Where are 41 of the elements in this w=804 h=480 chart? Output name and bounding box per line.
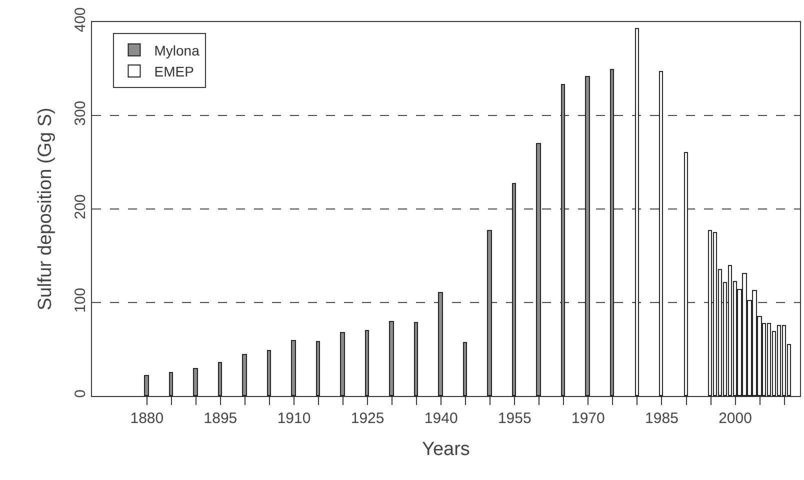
bar bbox=[659, 71, 663, 396]
bar bbox=[536, 143, 541, 396]
x-tick-label: 1925 bbox=[350, 410, 384, 427]
y-tick-label: 300 bbox=[72, 100, 89, 126]
bar bbox=[340, 332, 345, 396]
bar bbox=[487, 230, 492, 396]
bar bbox=[242, 354, 247, 396]
x-tick-label: 1955 bbox=[498, 410, 532, 427]
bar bbox=[684, 152, 688, 396]
y-tick-label: 200 bbox=[72, 194, 89, 220]
x-tick-label: 1880 bbox=[130, 410, 164, 427]
bar bbox=[512, 183, 516, 396]
bar bbox=[585, 76, 590, 396]
y-tick-label: 400 bbox=[72, 7, 89, 32]
bar bbox=[144, 375, 149, 396]
bar bbox=[414, 322, 418, 396]
legend-label: EMEP bbox=[154, 63, 194, 80]
bar bbox=[365, 330, 369, 396]
x-tick-label: 1940 bbox=[424, 410, 458, 427]
x-axis-title: Years bbox=[422, 438, 470, 460]
y-axis-title: Sulfur deposition (Gg S) bbox=[34, 108, 56, 310]
x-tick-label: 1895 bbox=[204, 410, 238, 427]
bar bbox=[193, 368, 198, 396]
x-tick-label: 1910 bbox=[277, 410, 311, 427]
bar bbox=[610, 69, 614, 396]
bar bbox=[169, 372, 173, 396]
legend-label: Mylona bbox=[154, 42, 200, 58]
bar bbox=[463, 342, 467, 396]
bar bbox=[267, 350, 271, 396]
bar bbox=[389, 321, 394, 396]
x-tick-label: 1985 bbox=[645, 410, 678, 427]
bar bbox=[635, 28, 639, 396]
bar bbox=[316, 341, 320, 396]
bar bbox=[438, 292, 443, 396]
y-tick-label: 0 bbox=[72, 390, 89, 398]
bar bbox=[291, 340, 296, 396]
y-tick-label: 100 bbox=[72, 288, 89, 313]
x-tick-label: 1970 bbox=[572, 410, 605, 427]
x-tick-label: 2000 bbox=[718, 410, 752, 427]
bar bbox=[218, 362, 222, 396]
bar bbox=[561, 84, 565, 396]
